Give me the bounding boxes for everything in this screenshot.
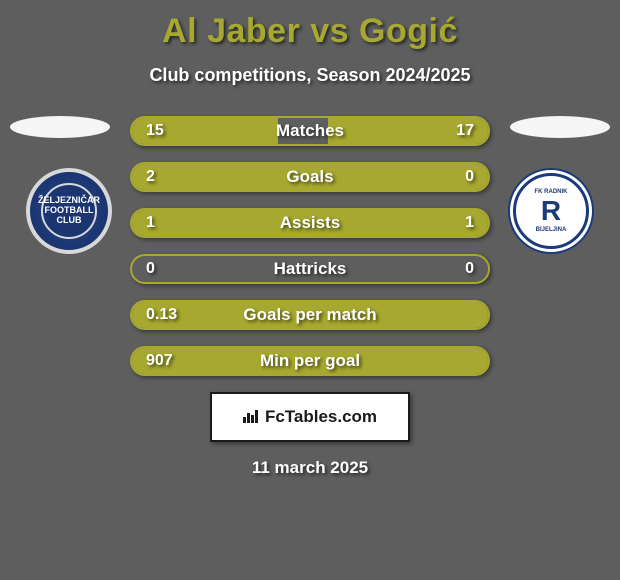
team-left-name: ŽELJEZNIČAR xyxy=(38,195,100,205)
team-badge-left: ŽELJEZNIČAR FOOTBALL CLUB xyxy=(26,168,112,254)
stat-row: 907Min per goal xyxy=(130,346,490,376)
team-badge-right: FK RADNIK R BIJELJINA xyxy=(508,168,594,254)
stats-bars: 15Matches172Goals01Assists10Hattricks00.… xyxy=(130,116,490,376)
date-label: 11 march 2025 xyxy=(0,458,620,478)
stat-value-right: 0 xyxy=(465,164,474,190)
stat-label: Assists xyxy=(132,210,488,236)
footer-attribution: FcTables.com xyxy=(210,392,410,442)
stat-label: Matches xyxy=(132,118,488,144)
stat-label: Goals xyxy=(132,164,488,190)
stat-value-right: 0 xyxy=(465,256,474,282)
avatar-left xyxy=(10,116,110,138)
comparison-content: ŽELJEZNIČAR FOOTBALL CLUB FK RADNIK R BI… xyxy=(0,116,620,376)
stat-row: 1Assists1 xyxy=(130,208,490,238)
team-left-sub: FOOTBALL CLUB xyxy=(45,205,94,225)
stat-row: 0Hattricks0 xyxy=(130,254,490,284)
stat-row: 15Matches17 xyxy=(130,116,490,146)
team-right-letter: R xyxy=(535,195,568,227)
chart-icon xyxy=(243,409,259,426)
footer-text: FcTables.com xyxy=(265,407,377,427)
stat-label: Min per goal xyxy=(132,348,488,374)
avatar-right xyxy=(510,116,610,138)
stat-row: 0.13Goals per match xyxy=(130,300,490,330)
team-right-sub: BIJELJINA xyxy=(535,227,568,233)
stat-value-right: 17 xyxy=(456,118,474,144)
stat-label: Hattricks xyxy=(132,256,488,282)
stat-row: 2Goals0 xyxy=(130,162,490,192)
stat-label: Goals per match xyxy=(132,302,488,328)
page-title: Al Jaber vs Gogić xyxy=(0,0,620,51)
subtitle: Club competitions, Season 2024/2025 xyxy=(0,65,620,86)
stat-value-right: 1 xyxy=(465,210,474,236)
